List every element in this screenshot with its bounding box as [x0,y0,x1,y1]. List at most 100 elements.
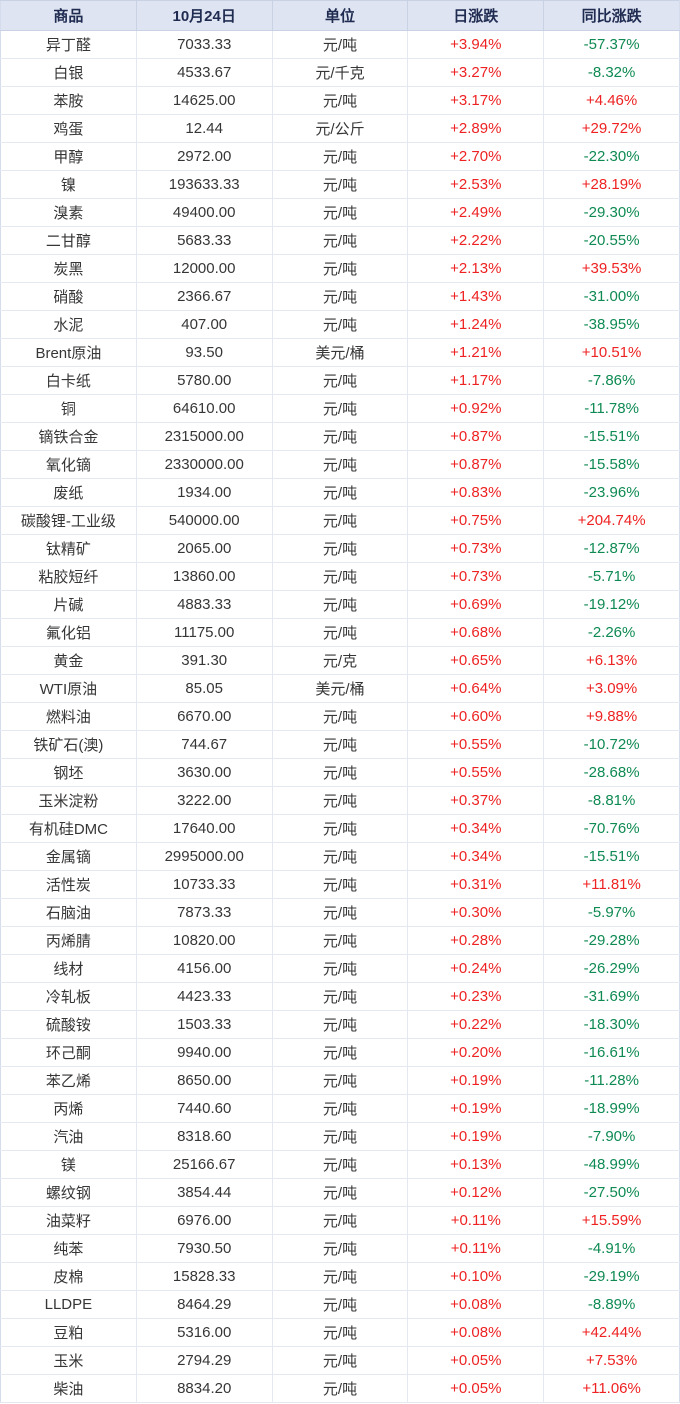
price-cell: 11175.00 [135,618,273,647]
unit-cell: 元/吨 [271,282,409,311]
yoy-change-cell: -15.51% [543,842,680,871]
commodity-cell: 溴素 [0,198,137,227]
price-cell: 64610.00 [135,394,273,423]
daily-change-cell: +0.08% [407,1318,545,1347]
price-cell: 3630.00 [135,758,273,787]
unit-cell: 元/吨 [271,1010,409,1039]
commodity-cell: 氟化铝 [0,618,137,647]
price-cell: 9940.00 [135,1038,273,1067]
unit-cell: 元/吨 [271,450,409,479]
table-row: 钛精矿 2065.00 元/吨 +0.73% -12.87% [0,534,680,563]
unit-cell: 元/吨 [271,366,409,395]
table-row: 纯苯 7930.50 元/吨 +0.11% -4.91% [0,1234,680,1263]
table-row: 活性炭 10733.33 元/吨 +0.31% +11.81% [0,870,680,899]
price-cell: 391.30 [135,646,273,675]
unit-cell: 元/吨 [271,898,409,927]
daily-change-cell: +0.28% [407,926,545,955]
commodity-cell: 二甘醇 [0,226,137,255]
table-row: 柴油 8834.20 元/吨 +0.05% +11.06% [0,1374,680,1403]
daily-change-cell: +0.87% [407,450,545,479]
daily-change-cell: +0.13% [407,1150,545,1179]
price-cell: 85.05 [135,674,273,703]
daily-change-cell: +1.24% [407,310,545,339]
yoy-change-cell: -31.69% [543,982,680,1011]
yoy-change-cell: -22.30% [543,142,680,171]
price-cell: 8834.20 [135,1374,273,1403]
unit-cell: 元/吨 [271,1122,409,1151]
commodity-cell: 螺纹钢 [0,1178,137,1207]
unit-cell: 元/吨 [271,1178,409,1207]
table-row: 二甘醇 5683.33 元/吨 +2.22% -20.55% [0,226,680,255]
yoy-change-cell: +9.88% [543,702,680,731]
price-cell: 49400.00 [135,198,273,227]
commodity-cell: 白卡纸 [0,366,137,395]
yoy-change-cell: -16.61% [543,1038,680,1067]
table-row: 硝酸 2366.67 元/吨 +1.43% -31.00% [0,282,680,311]
yoy-change-cell: -70.76% [543,814,680,843]
unit-cell: 元/吨 [271,1374,409,1403]
table-row: 镍 193633.33 元/吨 +2.53% +28.19% [0,170,680,199]
commodity-cell: 苯胺 [0,86,137,115]
table-row: 豆粕 5316.00 元/吨 +0.08% +42.44% [0,1318,680,1347]
price-cell: 2972.00 [135,142,273,171]
yoy-change-cell: -18.99% [543,1094,680,1123]
price-cell: 7873.33 [135,898,273,927]
yoy-change-cell: +7.53% [543,1346,680,1375]
price-cell: 93.50 [135,338,273,367]
daily-change-cell: +3.27% [407,58,545,87]
commodity-cell: 活性炭 [0,870,137,899]
commodity-cell: 镝铁合金 [0,422,137,451]
unit-cell: 元/吨 [271,982,409,1011]
unit-cell: 元/吨 [271,730,409,759]
price-cell: 6670.00 [135,702,273,731]
daily-change-cell: +1.21% [407,338,545,367]
yoy-change-cell: -4.91% [543,1234,680,1263]
price-cell: 4883.33 [135,590,273,619]
daily-change-cell: +0.37% [407,786,545,815]
daily-change-cell: +0.05% [407,1374,545,1403]
header-row: 商品 10月24日 单位 日涨跌 同比涨跌 [0,0,680,31]
commodity-cell: 苯乙烯 [0,1066,137,1095]
unit-cell: 元/吨 [271,534,409,563]
unit-cell: 元/吨 [271,394,409,423]
price-cell: 6976.00 [135,1206,273,1235]
table-row: 钢坯 3630.00 元/吨 +0.55% -28.68% [0,758,680,787]
commodity-cell: 鸡蛋 [0,114,137,143]
unit-cell: 元/吨 [271,1234,409,1263]
unit-cell: 元/克 [271,646,409,675]
table-row: 甲醇 2972.00 元/吨 +2.70% -22.30% [0,142,680,171]
price-cell: 4423.33 [135,982,273,1011]
daily-change-cell: +1.43% [407,282,545,311]
column-header-unit: 单位 [271,0,409,31]
table-row: 黄金 391.30 元/克 +0.65% +6.13% [0,646,680,675]
price-cell: 13860.00 [135,562,273,591]
yoy-change-cell: -2.26% [543,618,680,647]
yoy-change-cell: -5.71% [543,562,680,591]
table-row: 炭黑 12000.00 元/吨 +2.13% +39.53% [0,254,680,283]
daily-change-cell: +2.13% [407,254,545,283]
commodity-cell: 石脑油 [0,898,137,927]
unit-cell: 元/吨 [271,198,409,227]
table-row: 环己酮 9940.00 元/吨 +0.20% -16.61% [0,1038,680,1067]
table-row: 镁 25166.67 元/吨 +0.13% -48.99% [0,1150,680,1179]
yoy-change-cell: -11.78% [543,394,680,423]
yoy-change-cell: -18.30% [543,1010,680,1039]
yoy-change-cell: -8.89% [543,1290,680,1319]
table-row: 氟化铝 11175.00 元/吨 +0.68% -2.26% [0,618,680,647]
yoy-change-cell: +11.06% [543,1374,680,1403]
unit-cell: 元/吨 [271,254,409,283]
yoy-change-cell: -29.19% [543,1262,680,1291]
yoy-change-cell: +10.51% [543,338,680,367]
unit-cell: 元/吨 [271,814,409,843]
daily-change-cell: +0.08% [407,1290,545,1319]
daily-change-cell: +0.30% [407,898,545,927]
commodity-cell: 白银 [0,58,137,87]
daily-change-cell: +0.55% [407,730,545,759]
commodity-cell: 炭黑 [0,254,137,283]
table-row: 汽油 8318.60 元/吨 +0.19% -7.90% [0,1122,680,1151]
daily-change-cell: +0.11% [407,1206,545,1235]
daily-change-cell: +0.68% [407,618,545,647]
commodity-cell: 丙烯 [0,1094,137,1123]
daily-change-cell: +2.22% [407,226,545,255]
unit-cell: 元/吨 [271,590,409,619]
